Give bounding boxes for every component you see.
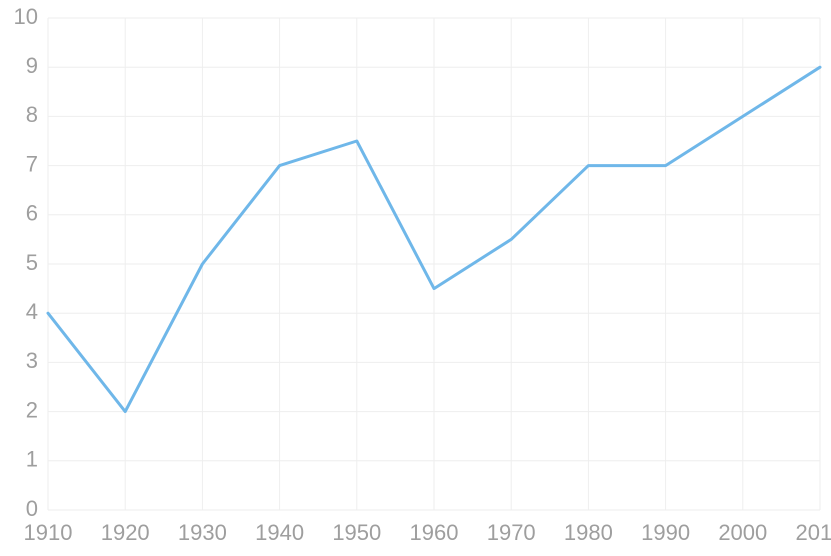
chart-canvas: 0 1 2 3 4 5 6 7 8 9 10 1910 1920 1930 1940 1950 1960 1970… — [0, 0, 831, 556]
x-tick-label: 1950 — [332, 520, 381, 545]
x-tick-label: 1940 — [255, 520, 304, 545]
y-tick-label: 3 — [26, 348, 38, 373]
y-tick-label: 10 — [14, 4, 38, 29]
line-chart: 0 1 2 3 4 5 6 7 8 9 10 1910 1920 1930 1940 1950 1960 1970… — [0, 0, 831, 556]
x-tick-label: 1960 — [410, 520, 459, 545]
y-tick-label: 1 — [26, 447, 38, 472]
x-tick-label: 1930 — [178, 520, 227, 545]
y-tick-label: 0 — [26, 496, 38, 521]
y-tick-label: 7 — [26, 151, 38, 176]
x-tick-label: 2000 — [718, 520, 767, 545]
y-tick-label: 5 — [26, 250, 38, 275]
y-tick-label: 9 — [26, 53, 38, 78]
x-tick-label: 1970 — [487, 520, 536, 545]
x-tick-label: 1910 — [24, 520, 73, 545]
y-tick-label: 2 — [26, 397, 38, 422]
y-tick-label: 8 — [26, 102, 38, 127]
x-tick-label: 2010 — [796, 520, 831, 545]
y-tick-label: 6 — [26, 201, 38, 226]
x-tick-label: 1980 — [564, 520, 613, 545]
y-tick-label: 4 — [26, 299, 38, 324]
x-tick-label: 1990 — [641, 520, 690, 545]
x-tick-label: 1920 — [101, 520, 150, 545]
